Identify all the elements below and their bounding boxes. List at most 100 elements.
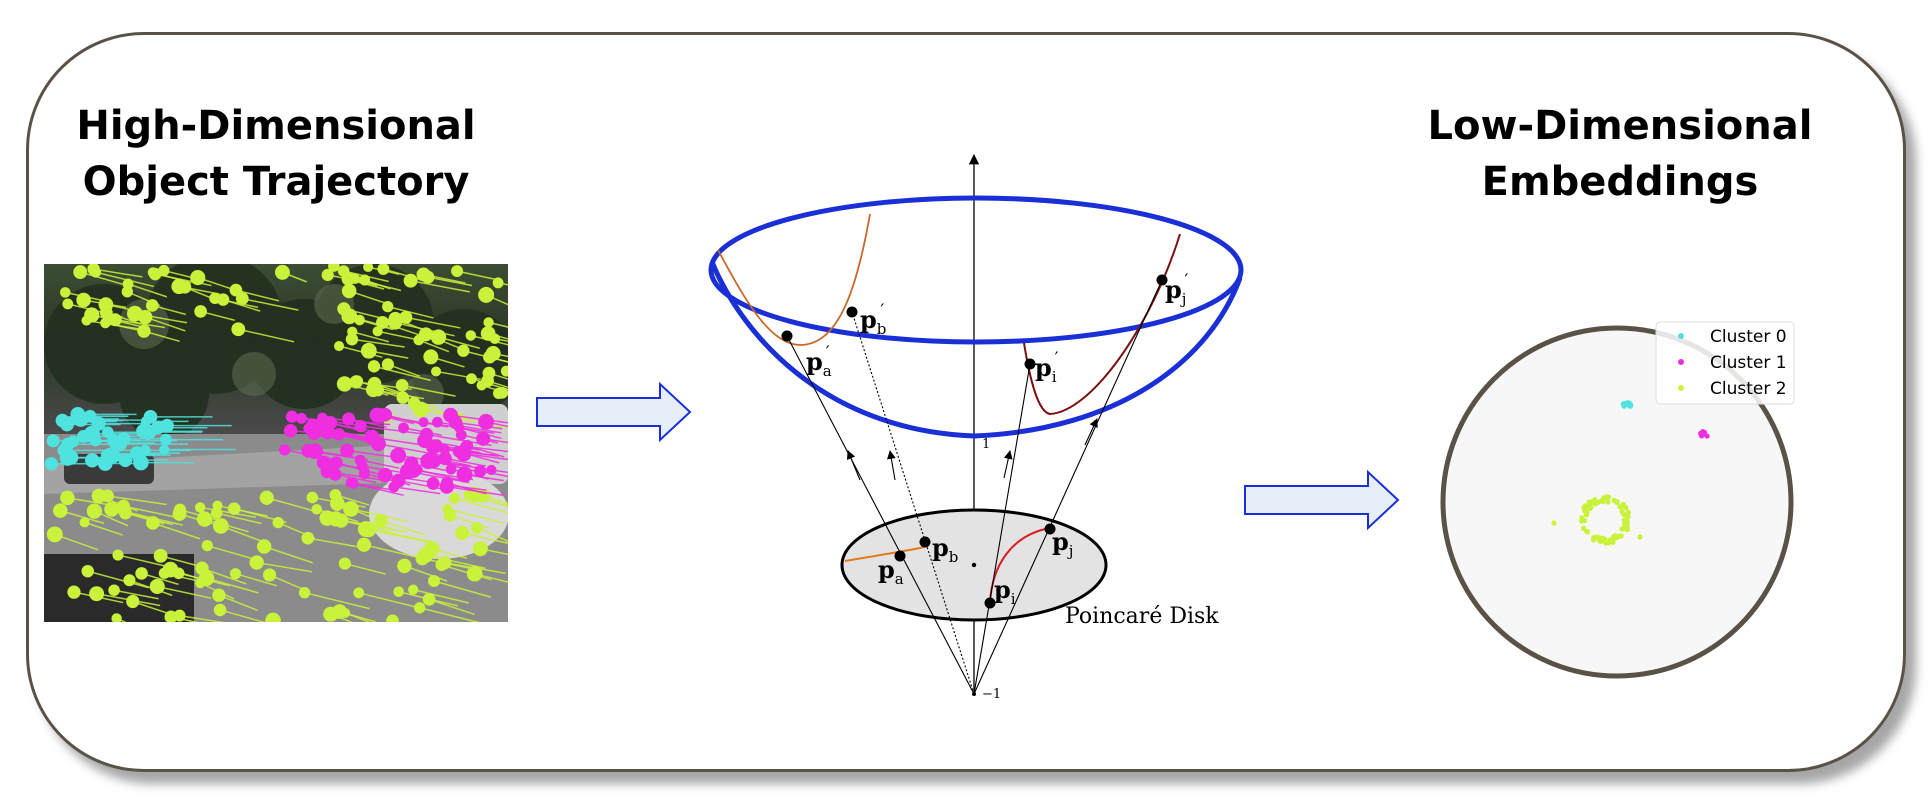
track-magenta-streak [360,459,400,469]
legend-label-1: Cluster 1 [1710,353,1787,373]
cluster-2-point [1611,535,1617,542]
track-green-right-point [354,314,365,326]
track-green-top-left-streak [91,314,143,328]
trajectory-photo [44,264,508,622]
label-pj: pj [1052,527,1073,560]
track-green-right-streak [373,365,431,382]
point-labels: pa′ pb′ pi′ pj′ pa pb pi pj [806,271,1188,608]
trajectory-tracks [44,264,508,622]
track-magenta-streak [450,414,508,424]
track-magenta-streak [398,479,444,491]
track-green-bottom-point [422,593,436,606]
track-green-right-streak [373,389,425,400]
track-green-bottom-point [213,603,227,617]
track-green-top-left-point [147,267,159,278]
axis-bottom-label: −1 [982,687,1001,702]
track-magenta-point [456,466,473,483]
ray-i [973,363,1031,695]
track-green-bottom-point [91,488,107,504]
track-green-bottom-streak [476,527,508,543]
cluster-2-point [1610,539,1616,546]
track-green-right-streak [493,352,508,358]
track-green-right-point [451,265,464,278]
track-magenta-point [420,453,437,470]
track-cyan-point [44,457,58,471]
track-green-bottom-point [164,610,178,622]
track-green-right-streak [359,319,394,331]
track-green-bottom-point [172,507,187,521]
track-green-right-streak [383,268,428,283]
legend-item-1: Cluster 1 [1678,353,1787,373]
point-pa [894,550,906,562]
track-cyan-point [160,433,172,446]
hyperboloid-rim [708,195,1244,345]
track-green-top-point [363,264,374,273]
track-magenta-point [342,412,356,426]
cluster-2-point [1584,529,1590,535]
track-green-bottom-point [111,613,122,622]
track-green-bottom-point [319,510,335,526]
cluster-2-point [1587,505,1593,511]
track-magenta-point [301,443,316,458]
track-green-top-left-point [62,298,74,310]
track-green-top-left-streak [127,291,160,307]
track-green-top-left-point [145,299,159,312]
point-pb [919,536,931,548]
track-green-right-streak [343,308,389,321]
track-green-bottom-point [393,586,404,598]
track-green-bottom-point [153,548,168,563]
track-green-right-point [351,375,364,388]
track-magenta-streak [465,445,508,453]
track-green-bottom-streak [107,495,167,506]
legend-marker-2 [1678,385,1684,391]
track-green-right-point [482,366,496,380]
track-green-right-point [465,330,477,341]
track-green-top-left-streak [80,271,123,285]
cluster-2-point [1590,537,1597,543]
track-green-bottom-streak [207,544,263,563]
track-green-bottom-streak [263,545,313,564]
track-magenta-point [418,417,429,428]
track-magenta-point [283,423,298,438]
track-magenta-streak [437,421,502,434]
label-pa: pa [878,555,904,588]
cluster-2-point [1592,501,1598,507]
right-title-line2: Embeddings [1481,159,1759,205]
geodesic-hyperboloid-ab [717,213,871,346]
track-green-bottom-streak [129,579,173,597]
track-green-bottom-streak [307,537,362,549]
label-pj-prime: pj′ [1165,271,1188,308]
track-green-bottom-streak [256,561,313,573]
ray-arrow-j [1084,418,1098,446]
track-green-bottom-point [158,567,171,579]
track-magenta-streak [362,465,414,476]
disk-points [894,523,1056,609]
track-cyan-point [159,444,170,455]
legend-marker-1 [1678,359,1684,365]
track-green-right-point [478,286,495,303]
track-green-bottom-point [230,568,242,580]
label-pi-prime: pi′ [1035,349,1059,386]
track-green-bottom-streak [218,594,258,612]
track-green-top-point [275,264,290,280]
track-green-right-point [413,334,425,346]
cluster-2-point [1619,526,1625,532]
track-green-top-left-point [59,287,71,298]
track-green-bottom-point [329,496,345,511]
track-green-bottom-point [356,537,372,552]
flow-arrow-right-icon [1244,469,1400,531]
track-magenta-point [296,412,307,424]
track-green-bottom-point [449,492,461,504]
track-green-bottom-streak [73,591,124,604]
track-magenta-streak [483,437,508,444]
track-green-top-left-streak [235,289,280,302]
track-cyan-point [63,450,79,465]
track-magenta-streak [458,426,502,440]
point-pa-prime [781,330,793,342]
track-cyan-point [60,417,74,432]
track-green-bottom-streak [428,598,476,616]
track-green-bottom-streak [277,521,315,540]
track-green-bottom-streak [462,532,508,544]
track-green-bottom-point [301,531,315,545]
